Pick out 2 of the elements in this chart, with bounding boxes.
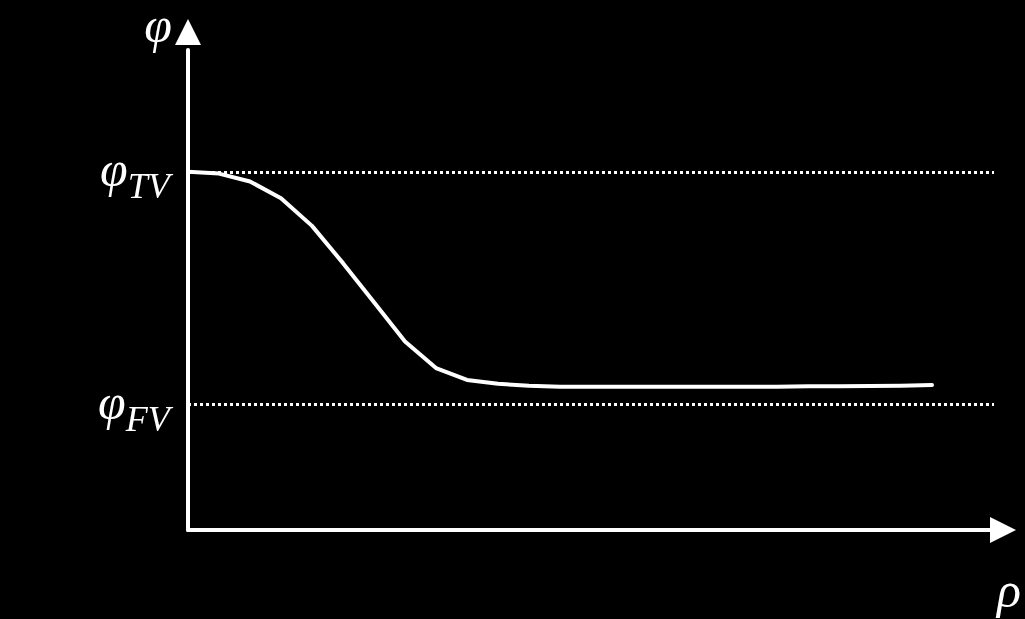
y-axis-title: φ [144, 0, 172, 53]
x-axis-title: ρ [997, 562, 1021, 618]
